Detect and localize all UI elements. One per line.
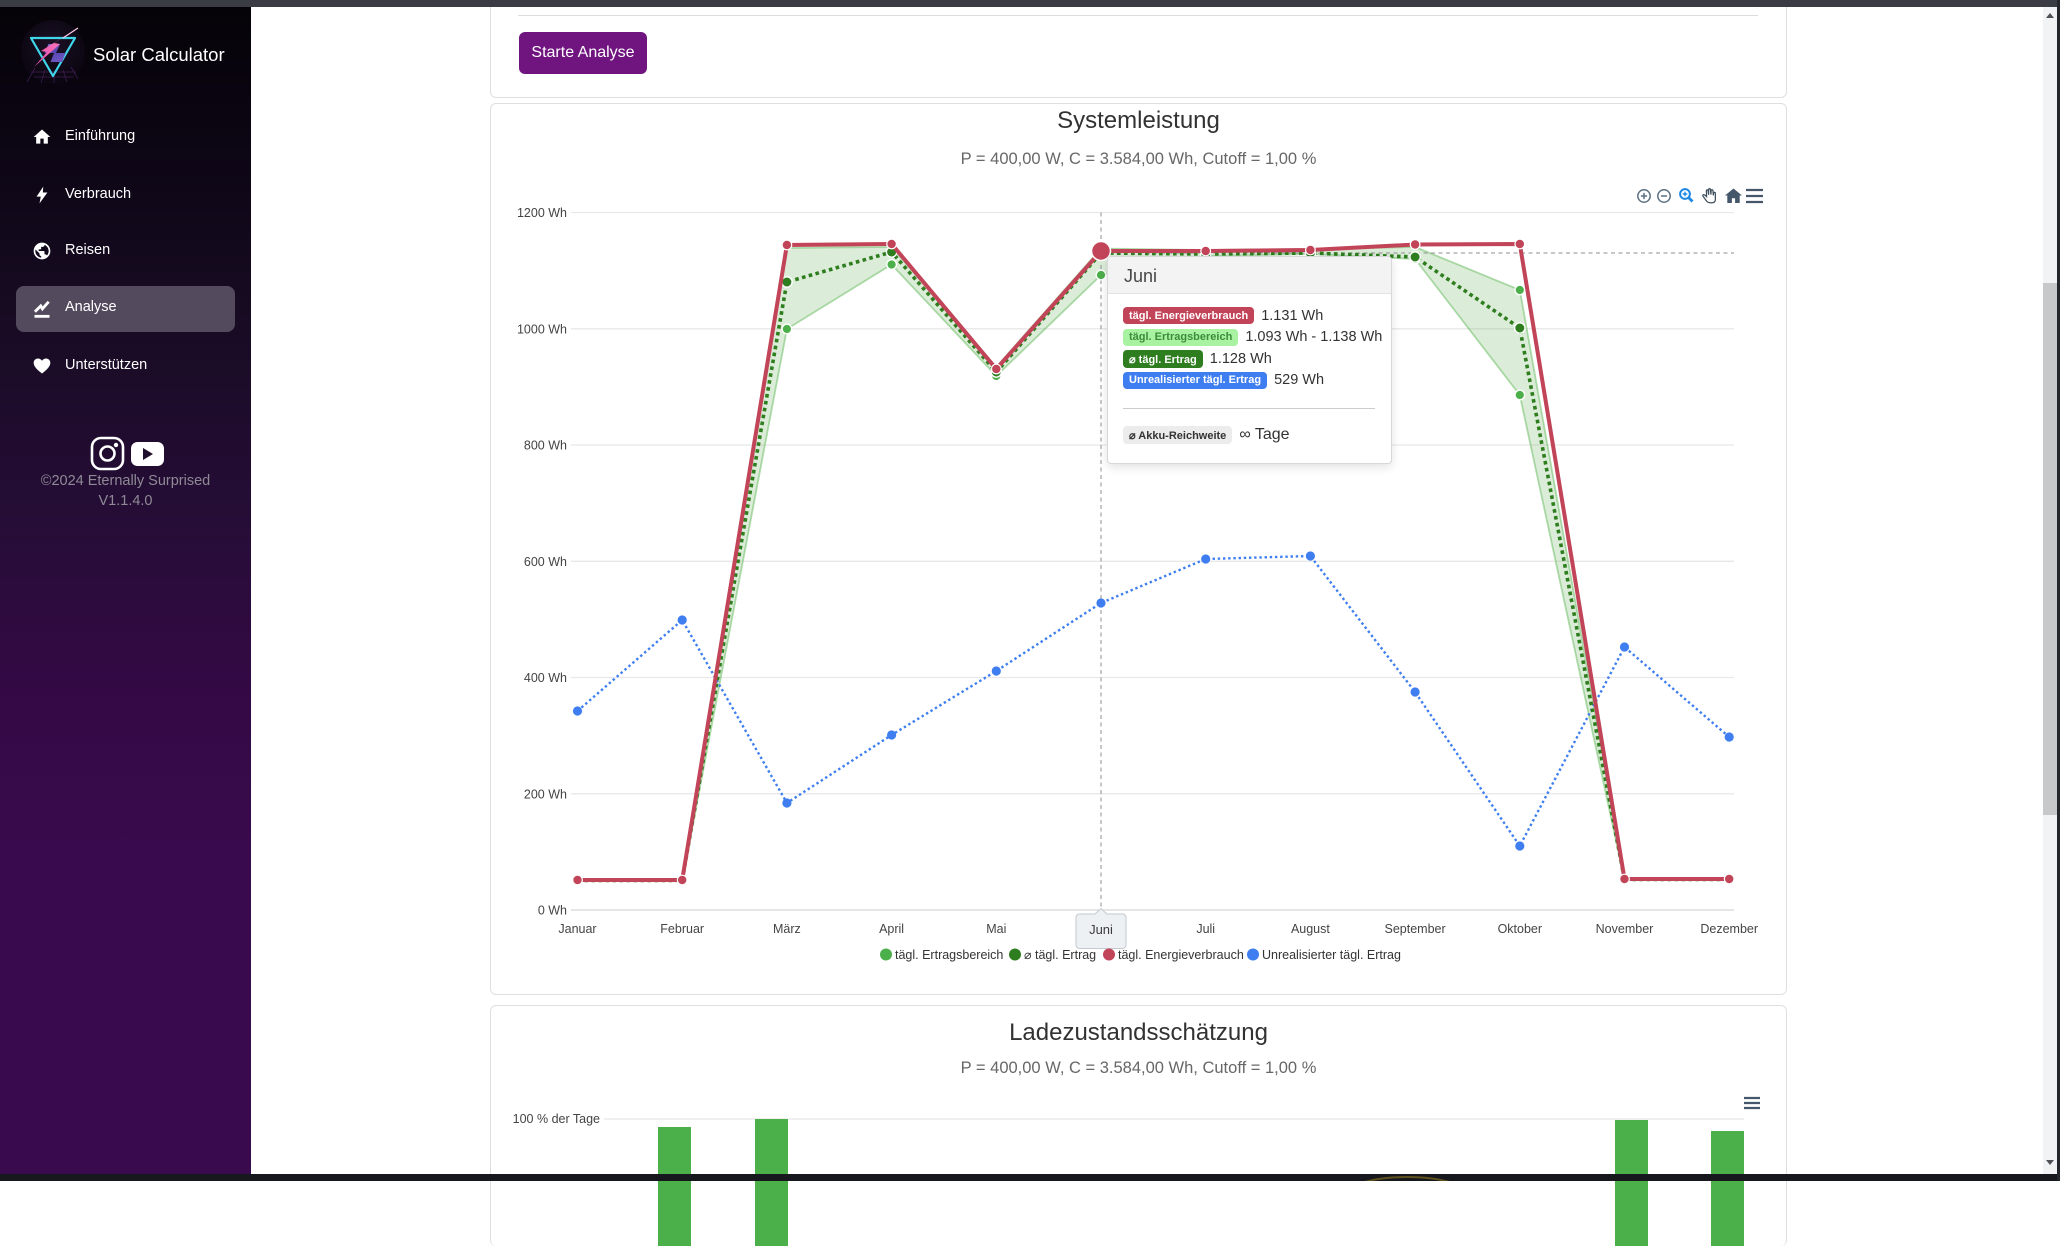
svg-text:Juli: Juli [1196, 922, 1215, 936]
svg-text:Februar: Februar [660, 922, 704, 936]
svg-text:200 Wh: 200 Wh [524, 787, 567, 801]
svg-text:tägl. Energieverbrauch: tägl. Energieverbrauch [1118, 948, 1244, 962]
svg-text:⌀ tägl. Ertrag: ⌀ tägl. Ertrag [1024, 948, 1096, 962]
svg-text:800 Wh: 800 Wh [524, 439, 567, 453]
svg-text:September: September [1385, 922, 1446, 936]
svg-text:1200 Wh: 1200 Wh [517, 206, 567, 220]
svg-text:100 % der Tage: 100 % der Tage [513, 1112, 600, 1126]
svg-text:November: November [1596, 922, 1654, 936]
svg-text:600 Wh: 600 Wh [524, 555, 567, 569]
svg-text:Dezember: Dezember [1700, 922, 1758, 936]
svg-text:Januar: Januar [558, 922, 596, 936]
svg-text:0 Wh: 0 Wh [538, 904, 567, 918]
svg-text:August: August [1291, 922, 1330, 936]
svg-text:tägl. Ertragsbereich: tägl. Ertragsbereich [895, 948, 1003, 962]
svg-text:März: März [773, 922, 801, 936]
svg-text:Unrealisierter tägl. Ertrag: Unrealisierter tägl. Ertrag [1262, 948, 1401, 962]
svg-text:1000 Wh: 1000 Wh [517, 322, 567, 336]
svg-text:April: April [879, 922, 904, 936]
svg-text:400 Wh: 400 Wh [524, 671, 567, 685]
svg-text:Oktober: Oktober [1498, 922, 1542, 936]
svg-text:Juni: Juni [1089, 922, 1113, 937]
svg-text:Mai: Mai [986, 922, 1006, 936]
